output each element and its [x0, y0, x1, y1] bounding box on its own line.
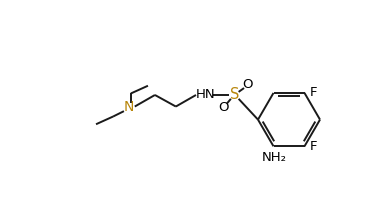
Text: F: F [310, 86, 317, 99]
Text: O: O [219, 101, 229, 114]
Text: O: O [242, 78, 252, 91]
Text: NH₂: NH₂ [262, 151, 287, 163]
Text: N: N [123, 100, 134, 114]
Text: HN: HN [195, 88, 215, 101]
Text: S: S [230, 88, 239, 103]
Text: F: F [310, 140, 317, 153]
